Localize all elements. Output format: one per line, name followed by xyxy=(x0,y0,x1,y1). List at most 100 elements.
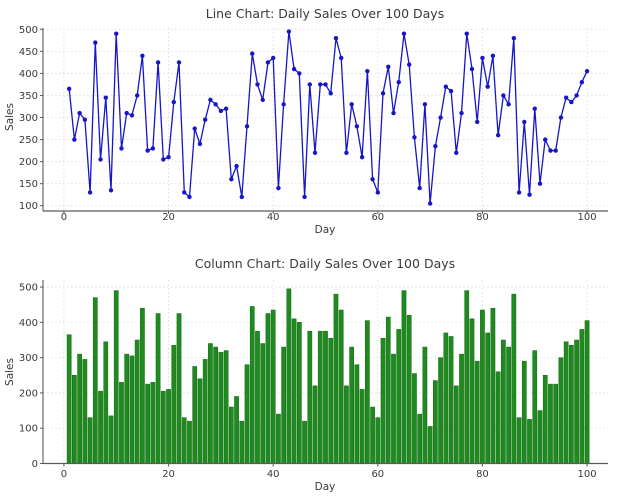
bar xyxy=(438,357,443,464)
bar xyxy=(365,320,370,464)
column-chart-plot-area: 0 20 40 60 80 100 0 100 200 300 400 500 xyxy=(19,280,608,480)
bar xyxy=(145,383,150,464)
data-point xyxy=(464,31,469,36)
data-point xyxy=(522,119,527,125)
bar xyxy=(129,355,135,464)
data-point xyxy=(365,69,370,74)
data-point xyxy=(433,143,438,149)
data-point xyxy=(553,148,558,153)
bar xyxy=(150,382,156,464)
data-point xyxy=(265,60,271,65)
bar xyxy=(328,337,334,464)
bar xyxy=(270,309,276,464)
bar xyxy=(553,383,559,464)
data-point xyxy=(187,194,192,200)
bar xyxy=(391,353,396,464)
bar xyxy=(464,290,470,464)
x-tick-label: 100 xyxy=(578,212,597,223)
bar xyxy=(176,313,182,464)
x-tick-label: 40 xyxy=(267,212,280,223)
data-point xyxy=(176,60,182,65)
bar xyxy=(569,345,574,464)
bar xyxy=(317,330,323,464)
bar xyxy=(192,366,198,464)
bar xyxy=(459,353,464,464)
bar xyxy=(291,318,297,464)
y-tick-label: 0 xyxy=(32,459,38,470)
bar xyxy=(234,396,239,464)
data-point xyxy=(354,124,360,129)
data-point xyxy=(171,99,176,105)
bar xyxy=(223,350,229,464)
data-point xyxy=(66,86,72,92)
bar xyxy=(375,417,381,464)
column-chart-xlabel: Day xyxy=(315,481,336,493)
data-point xyxy=(548,148,553,153)
bar xyxy=(563,341,569,464)
y-tick-label: 200 xyxy=(19,388,38,399)
bar xyxy=(548,383,553,464)
data-point xyxy=(407,62,412,67)
bar xyxy=(516,417,522,464)
bar xyxy=(385,316,391,464)
bar xyxy=(286,288,292,464)
data-point xyxy=(223,106,229,111)
x-tick-label: 60 xyxy=(371,212,384,223)
bar xyxy=(98,390,103,464)
bar xyxy=(228,406,234,464)
bar xyxy=(417,413,423,464)
data-point xyxy=(396,80,401,85)
data-point xyxy=(244,124,250,129)
data-point xyxy=(370,177,375,182)
data-point xyxy=(213,102,218,107)
line-chart-ylabel: Sales xyxy=(4,103,16,131)
bar xyxy=(103,341,109,464)
bar xyxy=(344,385,349,464)
data-point xyxy=(124,110,129,116)
data-point xyxy=(516,190,522,195)
bar xyxy=(213,346,218,464)
data-point xyxy=(208,97,213,103)
data-point xyxy=(543,137,548,142)
data-point xyxy=(333,35,339,41)
bar xyxy=(66,334,72,464)
data-point xyxy=(495,132,501,138)
bar xyxy=(187,420,192,464)
data-point xyxy=(166,155,171,160)
bar xyxy=(542,375,548,464)
bar xyxy=(433,380,438,464)
data-point xyxy=(150,146,156,151)
bar xyxy=(108,415,114,464)
x-tick-label: 20 xyxy=(162,469,175,480)
bar xyxy=(113,290,119,464)
bar xyxy=(495,371,501,464)
data-point xyxy=(103,95,108,100)
data-point xyxy=(307,82,313,87)
column-chart-title: Column Chart: Daily Sales Over 100 Days xyxy=(195,256,455,271)
bar xyxy=(77,353,82,464)
bar xyxy=(370,406,375,464)
data-point xyxy=(108,188,114,193)
data-point xyxy=(77,110,82,116)
data-point xyxy=(485,84,490,89)
bar xyxy=(72,375,77,464)
data-point xyxy=(234,163,239,169)
bar xyxy=(443,332,449,464)
data-point xyxy=(72,137,77,142)
bar xyxy=(296,322,302,464)
bar xyxy=(380,337,386,464)
data-point xyxy=(260,97,265,103)
data-point xyxy=(129,113,135,118)
line-chart-title: Line Chart: Daily Sales Over 100 Days xyxy=(206,6,444,21)
bar xyxy=(579,329,585,464)
data-point xyxy=(229,177,234,182)
bar xyxy=(160,390,166,464)
bar xyxy=(359,389,365,464)
bar xyxy=(87,417,93,464)
data-point xyxy=(255,82,260,87)
bar xyxy=(281,346,286,464)
bar xyxy=(82,359,88,464)
data-point xyxy=(459,110,464,116)
data-point xyxy=(297,71,302,76)
bar xyxy=(202,359,208,464)
